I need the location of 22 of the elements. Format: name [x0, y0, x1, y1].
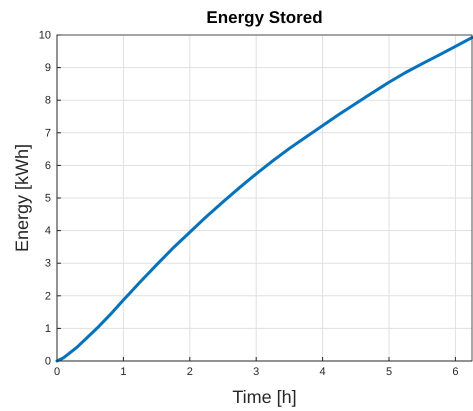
y-tick-label: 1: [44, 322, 51, 335]
y-tick-label: 9: [44, 62, 51, 74]
x-tick-label: 5: [386, 366, 392, 378]
y-tick-label: 0: [44, 356, 51, 368]
y-tick-label: 5: [44, 192, 51, 205]
y-axis-title: Energy [kWh]: [12, 144, 32, 252]
chart-title: Energy Stored: [206, 8, 323, 27]
line-series: [56, 36, 473, 362]
y-tick-label: 2: [44, 290, 51, 302]
y-tick-label: 6: [44, 160, 51, 172]
y-tick-label: 4: [44, 225, 51, 238]
y-tick-label: 3: [44, 258, 51, 270]
y-tick-label: 7: [44, 127, 51, 140]
x-tick-label: 0: [54, 366, 60, 378]
x-tick-label: 3: [253, 366, 260, 378]
x-tick-label: 1: [120, 366, 126, 378]
y-tick-label: 8: [44, 94, 51, 107]
y-tick-label: 10: [38, 30, 51, 42]
x-tick-label: 2: [186, 366, 193, 378]
x-tick-label: 4: [320, 366, 326, 378]
x-tick-label: 6: [452, 366, 458, 378]
x-axis-title: Time [h]: [232, 387, 297, 407]
